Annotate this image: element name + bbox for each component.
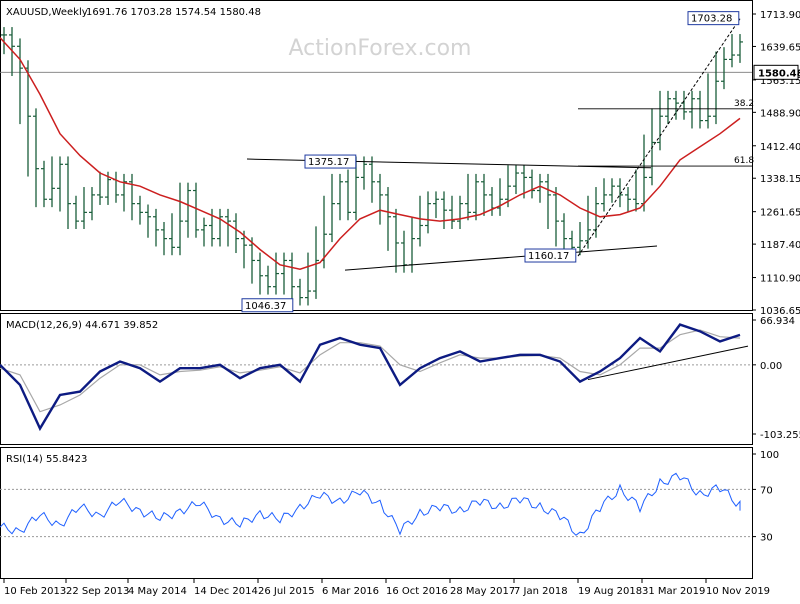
x-tick-label: 28 May 2017 — [450, 586, 515, 597]
macd-signal-line — [0, 329, 741, 413]
x-tick-label: 14 Dec 2014 — [194, 586, 258, 597]
ohlc-label: 1691.76 1703.28 1574.54 1580.48 — [86, 7, 261, 18]
symbol-label: XAUUSD,Weekly — [6, 7, 88, 18]
macd-layer: 66.934 0.00 -103.255 — [0, 316, 800, 441]
x-tick-label: 31 Mar 2019 — [642, 586, 705, 597]
price-tick-label: 1036.65 — [760, 306, 800, 317]
rsi-label: RSI(14) 55.8423 — [6, 454, 87, 465]
x-tick-label: 4 May 2014 — [128, 586, 187, 597]
price-tick-label: 1187.40 — [760, 240, 800, 251]
dashed-trendline — [577, 18, 741, 257]
callout-label: 1703.28 — [691, 14, 732, 25]
price-tick-label: 1338.15 — [760, 174, 800, 185]
x-tick-label: 10 Feb 2013 — [4, 586, 66, 597]
callout-box — [304, 154, 357, 169]
x-tick-label: 22 Sep 2013 — [66, 586, 129, 597]
macd-label: MACD(12,26,9) 44.671 39.852 — [6, 320, 158, 331]
support-trendline — [344, 245, 658, 271]
fib-38-label: 38.2 — [734, 99, 754, 109]
callout-label: 1160.17 — [528, 251, 569, 262]
x-tick-label: 10 Nov 2019 — [706, 586, 770, 597]
rsi-line — [0, 472, 741, 536]
rsi-tick-label: 70 — [760, 485, 773, 496]
current-price-label: 1580.48 — [758, 68, 800, 79]
x-tick-label: 16 Oct 2016 — [386, 586, 448, 597]
macd-tick-label: 0.00 — [760, 361, 782, 372]
x-tick-label: 19 Aug 2018 — [578, 586, 642, 597]
rsi-tick-label: 100 — [760, 450, 779, 461]
macd-trendline — [587, 345, 749, 381]
rsi-layer: 100 70 30 — [0, 450, 779, 544]
current-price-box — [753, 64, 799, 80]
price-tick-label: 1713.90 — [760, 10, 800, 21]
price-tick-label: 1639.65 — [760, 42, 800, 53]
callout-box — [687, 11, 740, 26]
callout-label: 1375.17 — [308, 157, 349, 168]
price-layer: 38.2 61.8 1703.28 1375.17 1160.17 1046.37 — [0, 11, 754, 313]
macd-line — [0, 323, 741, 432]
x-tick-label: 26 Jul 2015 — [258, 586, 315, 597]
price-tick-label: 1261.65 — [760, 208, 800, 219]
rsi-tick-label: 30 — [760, 533, 773, 544]
price-tick-label: 1488.90 — [760, 108, 800, 119]
price-y-axis: 1713.90 1639.65 1563.15 1488.90 1412.40 1338.… — [0, 10, 800, 317]
callout-box — [241, 298, 294, 313]
x-tick-label: 7 Jan 2018 — [514, 586, 568, 597]
price-panel-frame — [0, 0, 753, 311]
macd-panel-frame — [0, 313, 753, 445]
x-tick-label: 6 Mar 2016 — [322, 586, 379, 597]
price-tick-label: 1563.15 — [760, 76, 800, 87]
fib-61-label: 61.8 — [734, 156, 754, 166]
moving-average-line — [0, 37, 741, 270]
callout-box — [524, 248, 577, 263]
callout-label: 1046.37 — [245, 301, 286, 312]
macd-tick-label: -103.255 — [760, 430, 800, 441]
price-tick-label: 1412.40 — [760, 142, 800, 153]
macd-tick-label: 66.934 — [760, 316, 795, 327]
price-tick-label: 1110.90 — [760, 274, 800, 285]
watermark: ActionForex.com — [289, 36, 472, 61]
rsi-panel-frame — [0, 447, 753, 579]
